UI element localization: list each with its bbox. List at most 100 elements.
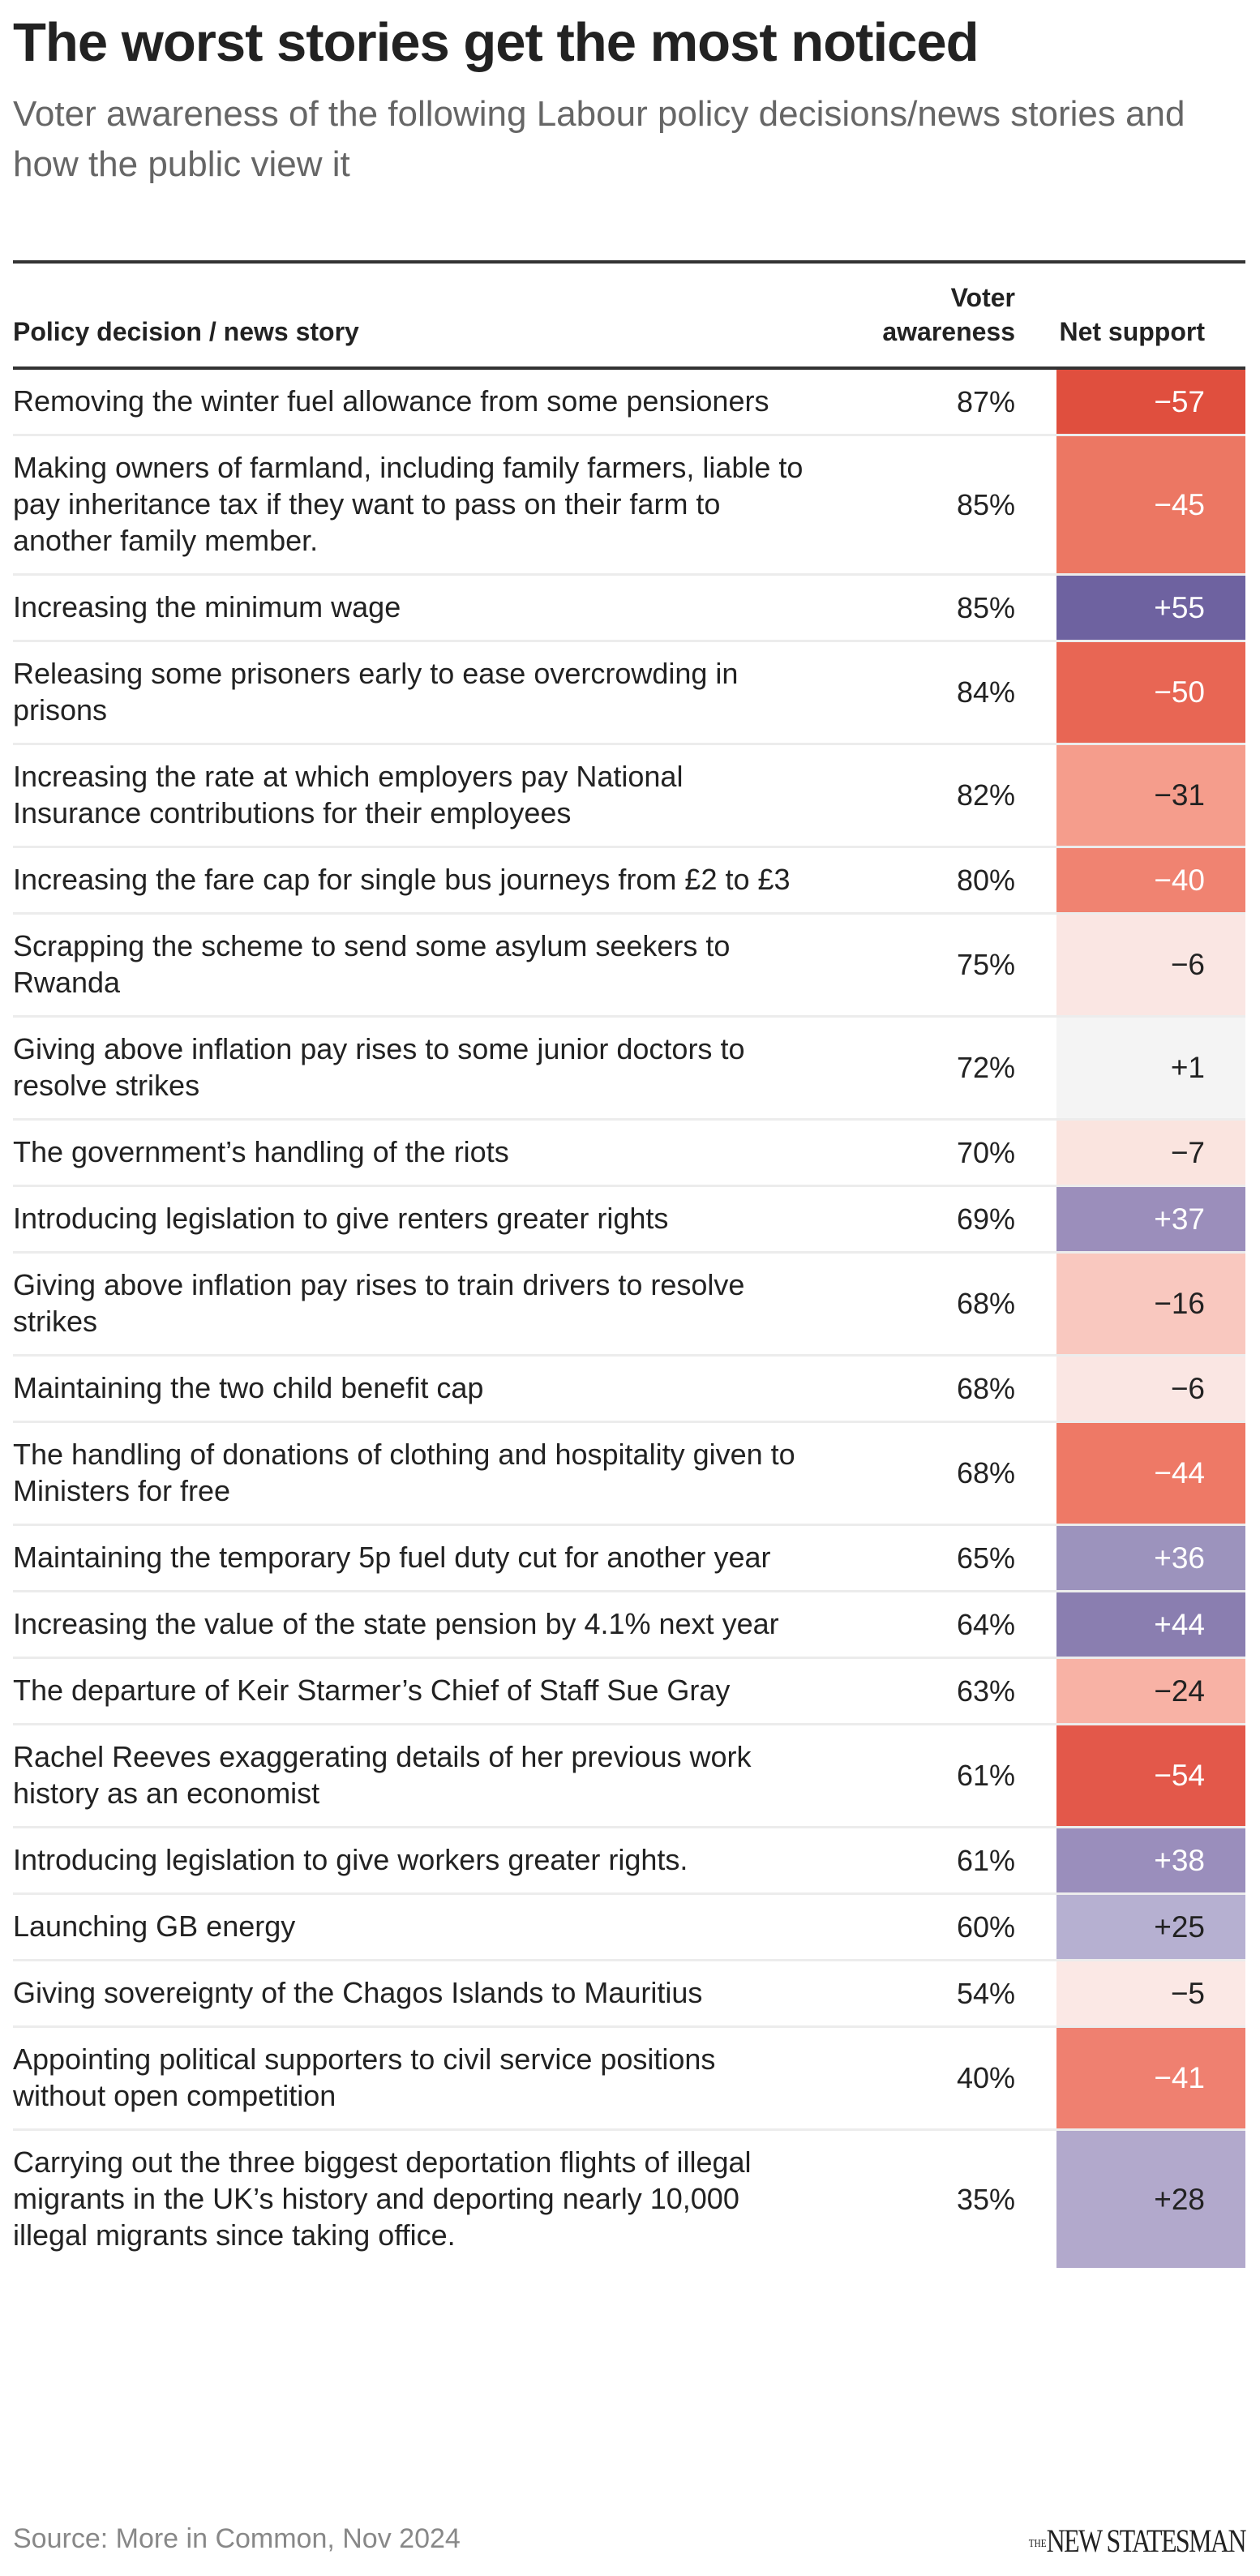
table-row: Maintaining the temporary 5p fuel duty c… bbox=[13, 1526, 1245, 1592]
net-support-cell: −57 bbox=[1056, 370, 1245, 434]
net-support-cell: +38 bbox=[1056, 1828, 1245, 1892]
logo-main: NEW STATESMAN bbox=[1046, 2522, 1247, 2559]
table-row: Giving sovereignty of the Chagos Islands… bbox=[13, 1961, 1245, 2028]
table-row: Increasing the value of the state pensio… bbox=[13, 1592, 1245, 1659]
table-row: Maintaining the two child benefit cap 68%… bbox=[13, 1357, 1245, 1423]
story-cell: Appointing political supporters to civil… bbox=[13, 2042, 716, 2112]
story-cell: Increasing the value of the state pensio… bbox=[13, 1607, 779, 1640]
awareness-cell: 64% bbox=[956, 1607, 1015, 1641]
awareness-cell: 87% bbox=[956, 384, 1015, 418]
story-cell: Launching GB energy bbox=[13, 1909, 296, 1943]
net-support-cell: +37 bbox=[1056, 1187, 1245, 1251]
story-cell: Maintaining the temporary 5p fuel duty c… bbox=[13, 1541, 771, 1574]
net-support-cell: −41 bbox=[1056, 2028, 1245, 2128]
awareness-cell: 85% bbox=[956, 590, 1015, 624]
awareness-cell: 60% bbox=[956, 1909, 1015, 1944]
awareness-cell: 82% bbox=[956, 778, 1015, 812]
net-support-cell: +55 bbox=[1056, 576, 1245, 640]
net-support-cell: +36 bbox=[1056, 1526, 1245, 1590]
story-cell: Rachel Reeves exaggerating details of he… bbox=[13, 1740, 752, 1810]
column-header-net-support: Net support bbox=[1059, 317, 1205, 346]
chart-subtitle: Voter awareness of the following Labour … bbox=[13, 94, 1185, 184]
data-table: Policy decision / news story Voter aware… bbox=[13, 260, 1245, 2268]
story-cell: Increasing the minimum wage bbox=[13, 590, 401, 624]
awareness-cell: 69% bbox=[956, 1202, 1015, 1236]
table-row: Giving above inflation pay rises to some… bbox=[13, 1018, 1245, 1121]
new-statesman-logo: THENEW STATESMAN bbox=[1028, 2522, 1247, 2560]
table-row: Removing the winter fuel allowance from … bbox=[13, 370, 1245, 436]
table-row: The government’s handling of the riots 70… bbox=[13, 1121, 1245, 1187]
awareness-cell: 61% bbox=[956, 1759, 1015, 1792]
story-cell: Releasing some prisoners early to ease o… bbox=[13, 657, 739, 727]
table-row: Increasing the rate at which employers p… bbox=[13, 745, 1245, 848]
net-support-cell: −40 bbox=[1056, 848, 1245, 912]
table-row: Releasing some prisoners early to ease o… bbox=[13, 642, 1245, 745]
logo-the: THE bbox=[1028, 2537, 1047, 2550]
net-support-cell: −24 bbox=[1056, 1659, 1245, 1723]
table-row: Increasing the fare cap for single bus j… bbox=[13, 848, 1245, 915]
awareness-cell: 68% bbox=[956, 1287, 1015, 1320]
net-support-cell: −44 bbox=[1056, 1423, 1245, 1524]
story-cell: Introducing legislation to give renters … bbox=[13, 1202, 669, 1235]
awareness-cell: 68% bbox=[956, 1456, 1015, 1489]
story-cell: Giving above inflation pay rises to some… bbox=[13, 1032, 745, 1102]
table-row: The handling of donations of clothing an… bbox=[13, 1423, 1245, 1526]
table-header: Policy decision / news story Voter aware… bbox=[13, 264, 1245, 370]
awareness-cell: 63% bbox=[956, 1674, 1015, 1708]
awareness-cell: 61% bbox=[956, 1843, 1015, 1877]
net-support-cell: +1 bbox=[1056, 1018, 1245, 1118]
awareness-cell: 54% bbox=[956, 1976, 1015, 2010]
table-row: Appointing political supporters to civil… bbox=[13, 2028, 1245, 2131]
table-row: Increasing the minimum wage 85% +55 bbox=[13, 576, 1245, 642]
table-row: The departure of Keir Starmer’s Chief of… bbox=[13, 1659, 1245, 1725]
story-cell: Giving sovereignty of the Chagos Islands… bbox=[13, 1976, 703, 2009]
table-row: Introducing legislation to give renters … bbox=[13, 1187, 1245, 1254]
awareness-cell: 80% bbox=[956, 863, 1015, 897]
awareness-cell: 84% bbox=[956, 675, 1015, 709]
table-row: Rachel Reeves exaggerating details of he… bbox=[13, 1725, 1245, 1828]
net-support-cell: +25 bbox=[1056, 1895, 1245, 1959]
story-cell: The government’s handling of the riots bbox=[13, 1135, 509, 1168]
story-cell: Increasing the rate at which employers p… bbox=[13, 760, 684, 829]
table-row: Carrying out the three biggest deportati… bbox=[13, 2131, 1245, 2268]
table-row: Scrapping the scheme to send some asylum… bbox=[13, 915, 1245, 1018]
awareness-cell: 65% bbox=[956, 1541, 1015, 1575]
chart-title: The worst stories get the most noticed bbox=[13, 12, 979, 73]
story-cell: The handling of donations of clothing an… bbox=[13, 1438, 795, 1507]
awareness-cell: 85% bbox=[956, 487, 1015, 521]
story-cell: Introducing legislation to give workers … bbox=[13, 1843, 688, 1876]
story-cell: Maintaining the two child benefit cap bbox=[13, 1371, 484, 1404]
net-support-cell: −6 bbox=[1056, 1357, 1245, 1421]
story-cell: Scrapping the scheme to send some asylum… bbox=[13, 929, 731, 999]
story-cell: Increasing the fare cap for single bus j… bbox=[13, 863, 791, 896]
column-header-story: Policy decision / news story bbox=[13, 317, 359, 346]
awareness-cell: 35% bbox=[956, 2182, 1015, 2216]
net-support-cell: −31 bbox=[1056, 745, 1245, 846]
awareness-cell: 72% bbox=[956, 1051, 1015, 1084]
story-cell: Removing the winter fuel allowance from … bbox=[13, 384, 769, 418]
net-support-cell: −50 bbox=[1056, 642, 1245, 743]
awareness-cell: 40% bbox=[956, 2061, 1015, 2094]
net-support-cell: +44 bbox=[1056, 1592, 1245, 1657]
awareness-cell: 70% bbox=[956, 1135, 1015, 1169]
column-header-awareness: Voter awareness bbox=[882, 283, 1015, 346]
net-support-cell: −5 bbox=[1056, 1961, 1245, 2025]
net-support-cell: −6 bbox=[1056, 915, 1245, 1015]
net-support-cell: −7 bbox=[1056, 1121, 1245, 1185]
net-support-cell: +28 bbox=[1056, 2131, 1245, 2268]
story-cell: The departure of Keir Starmer’s Chief of… bbox=[13, 1674, 731, 1707]
net-support-cell: −45 bbox=[1056, 436, 1245, 573]
table-row: Giving above inflation pay rises to trai… bbox=[13, 1254, 1245, 1357]
net-support-cell: −16 bbox=[1056, 1254, 1245, 1354]
story-cell: Making owners of farmland, including fam… bbox=[13, 451, 804, 557]
source-note: Source: More in Common, Nov 2024 bbox=[13, 2523, 461, 2554]
story-cell: Giving above inflation pay rises to trai… bbox=[13, 1268, 745, 1338]
awareness-cell: 68% bbox=[956, 1371, 1015, 1405]
awareness-cell: 75% bbox=[956, 948, 1015, 981]
table-row: Launching GB energy 60% +25 bbox=[13, 1895, 1245, 1961]
table-row: Making owners of farmland, including fam… bbox=[13, 436, 1245, 576]
table-row: Introducing legislation to give workers … bbox=[13, 1828, 1245, 1895]
table-body: Removing the winter fuel allowance from … bbox=[13, 370, 1245, 2268]
net-support-cell: −54 bbox=[1056, 1725, 1245, 1826]
story-cell: Carrying out the three biggest deportati… bbox=[13, 2145, 752, 2252]
